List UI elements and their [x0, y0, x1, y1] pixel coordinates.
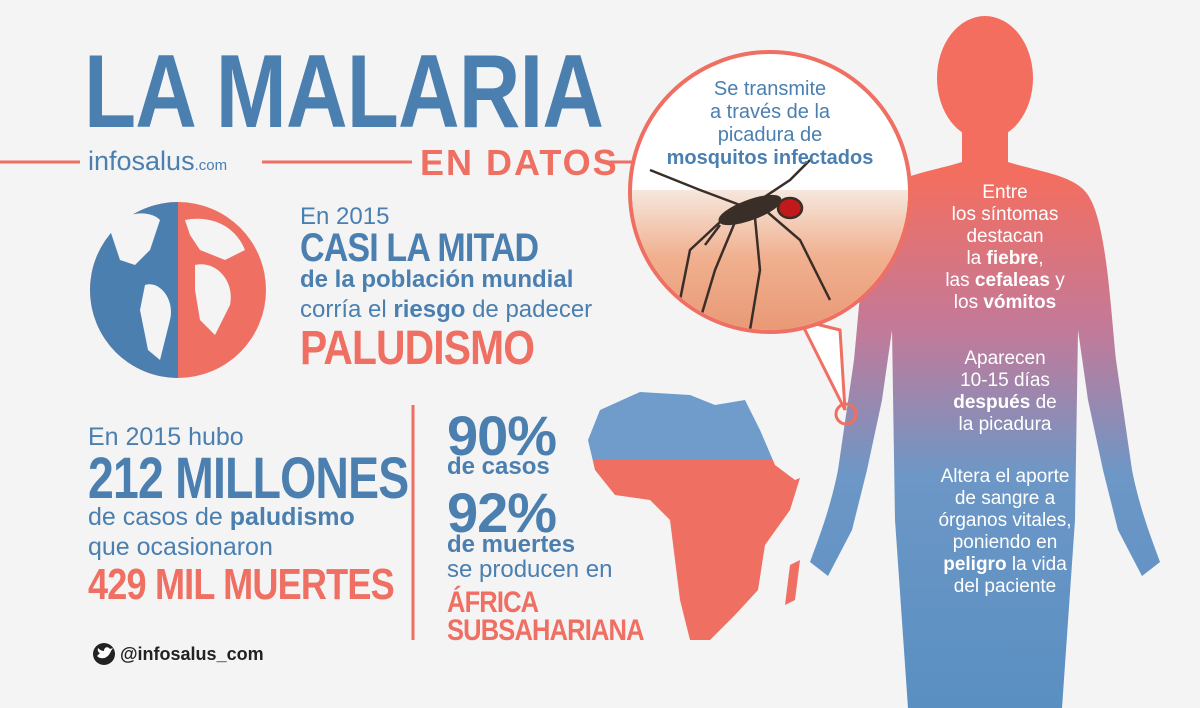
text: de padecer	[472, 296, 593, 323]
effect: Altera el aporte de sangre a órganos vit…	[905, 466, 1105, 598]
bubble-dot	[834, 402, 858, 426]
head	[937, 16, 1033, 140]
text-bold: después	[953, 392, 1031, 413]
text: órganos vitales,	[938, 510, 1072, 531]
line: la fiebre,	[905, 248, 1105, 270]
text: y	[1055, 270, 1065, 291]
text: Entre	[982, 182, 1028, 203]
deaths-pct: 92%	[447, 481, 557, 544]
text: destacan	[966, 226, 1044, 247]
stat2-highlight: 212 MILLONES	[88, 446, 409, 511]
text: Se transmite	[713, 78, 827, 100]
text: picadura de	[717, 124, 823, 146]
stat1-line2: corría el riesgo de padecer	[300, 298, 592, 322]
transmission: Se transmite a través de la picadura de …	[660, 78, 880, 170]
line: después de	[905, 392, 1105, 414]
brand-suffix: .com	[194, 157, 228, 174]
text: la	[966, 248, 982, 269]
text: a través de la	[709, 101, 831, 123]
onset: Aparecen 10-15 días después de la picadu…	[905, 348, 1105, 436]
text-bold: paludismo	[229, 503, 355, 531]
text-bold: fiebre	[986, 248, 1039, 269]
text: de casos de	[88, 503, 223, 531]
text: del paciente	[953, 576, 1057, 597]
madagascar	[785, 560, 800, 605]
text: de sangre a	[954, 488, 1056, 509]
text: Altera el aporte	[940, 466, 1070, 487]
stat2-lead: En 2015 hubo	[88, 423, 244, 451]
cases-label: de casos	[447, 453, 550, 480]
stat1-lead: En 2015	[300, 203, 390, 230]
region: SUBSAHARIANA	[447, 614, 644, 647]
brand-name: infosalus	[88, 146, 195, 176]
africa-line: se producen en	[447, 556, 613, 583]
cases-pct: 90%	[447, 404, 557, 467]
text: corría el	[300, 296, 387, 323]
text: la vida	[1011, 554, 1067, 575]
line: los vómitos	[905, 292, 1105, 314]
line: las cefaleas y	[905, 270, 1105, 292]
stat1-line1: de la población mundial	[300, 266, 574, 293]
subtitle: EN DATOS	[420, 142, 619, 183]
stat2-line1: de casos de paludismo	[88, 505, 355, 530]
twitter-handle: @infosalus_com	[120, 644, 264, 664]
body-silhouette	[810, 128, 1160, 708]
text: los	[953, 292, 979, 313]
text: de	[1035, 392, 1057, 413]
text: Aparecen	[964, 348, 1046, 369]
twitter-bird	[97, 647, 113, 659]
text: las	[945, 270, 970, 291]
continents	[110, 213, 245, 360]
text: poniendo en	[952, 532, 1058, 553]
symptoms: Entre los síntomas destacan la fiebre, l…	[905, 182, 1105, 314]
text-bold: mosquitos infectados	[666, 147, 874, 169]
text-bold: riesgo	[393, 296, 466, 323]
stat2-line2: que ocasionaron	[88, 533, 273, 561]
line: peligro la vida	[905, 554, 1105, 576]
text-bold: peligro	[943, 554, 1007, 575]
deaths-label: de muertes	[447, 531, 576, 558]
text: la picadura	[958, 414, 1052, 435]
stat1-emphasis: PALUDISMO	[300, 322, 535, 375]
bubble-pointer	[797, 317, 847, 411]
text: ,	[1038, 248, 1044, 269]
text: los síntomas	[951, 204, 1059, 225]
region: ÁFRICA	[447, 586, 539, 619]
title: LA MALARIA	[84, 34, 604, 150]
text-bold: vómitos	[983, 292, 1057, 313]
text-bold: cefaleas	[974, 270, 1050, 291]
stat2-emphasis: 429 MIL MUERTES	[88, 560, 395, 609]
stat1-highlight: CASI LA MITAD	[300, 226, 539, 270]
text: 10-15 días	[960, 370, 1050, 391]
brand: infosalus.com	[88, 148, 227, 175]
